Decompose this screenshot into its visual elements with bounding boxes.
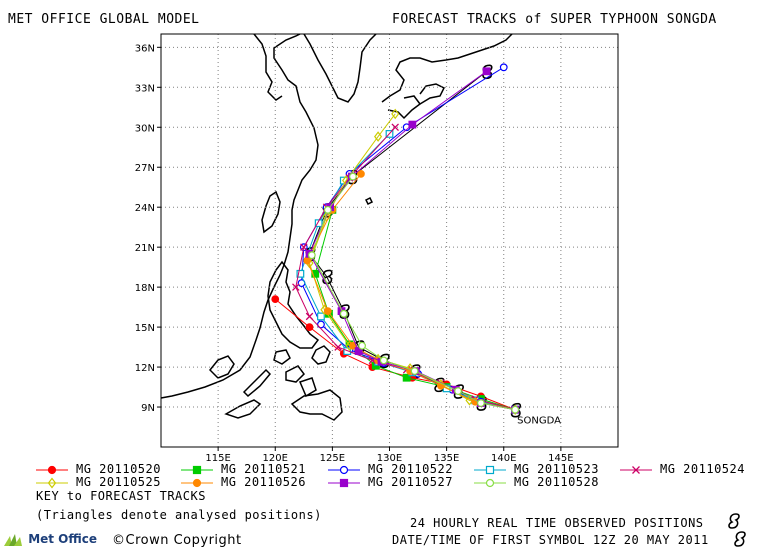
legend-swatch-marker: [47, 477, 57, 489]
forecast-position-marker: [477, 399, 485, 407]
forecast-position-marker: [292, 283, 300, 291]
forecast-position-marker: [482, 67, 491, 76]
forecast-position-marker: [349, 172, 357, 181]
legend-swatch-marker: [339, 465, 349, 475]
copyright: ©Crown Copyright: [112, 533, 242, 548]
forecast-position-marker: [391, 108, 400, 120]
typhoon-symbol-icon: [728, 513, 740, 529]
forecast-position-marker: [307, 251, 316, 260]
forecast-position-marker: [465, 395, 474, 406]
forecast-track: [307, 172, 520, 414]
forecast-position-marker: [408, 120, 417, 129]
forecast-track-line: [301, 66, 516, 411]
legend-entry: MG 20110527: [368, 475, 453, 489]
forecast-position-marker: [323, 307, 332, 316]
forecast-tracks: [271, 63, 520, 415]
first-symbol-note: DATE/TIME OF FIRST SYMBOL 12Z 20 MAY 201…: [392, 533, 709, 547]
forecast-position-marker: [314, 219, 323, 228]
forecast-position-marker: [354, 347, 363, 355]
lat-tick-label: 27N: [135, 163, 155, 174]
lat-tick-label: 30N: [135, 123, 155, 134]
lon-tick-label: 125E: [320, 453, 345, 464]
typhoon-symbol-icon: [734, 531, 746, 547]
coastline: [160, 33, 513, 421]
forecast-position-marker: [374, 131, 383, 142]
legend-swatch-marker: [47, 465, 57, 475]
forecast-position-marker: [305, 312, 314, 321]
met-office-logo: Met Office: [4, 532, 97, 547]
lat-tick-label: 12N: [135, 363, 155, 374]
chart-title-right: FORECAST TRACKS of SUPER TYPHOON SONGDA: [392, 12, 717, 27]
lat-tick-label: 9N: [141, 403, 155, 414]
forecast-position-marker: [334, 343, 342, 351]
legend-swatch-marker: [192, 465, 202, 475]
forecast-position-marker: [358, 341, 366, 350]
lat-tick-label: 18N: [135, 283, 155, 294]
key-label: KEY to FORECAST TRACKS: [36, 489, 206, 503]
triangle-note: (Triangles denote analysed positions): [36, 508, 322, 522]
forecast-position-marker: [311, 269, 320, 278]
legend-entry: MG 20110523: [514, 462, 599, 476]
lon-tick-label: 120E: [263, 453, 288, 464]
forecast-position-marker: [410, 367, 419, 375]
legend-swatch-marker: [485, 478, 495, 488]
legend-swatch-marker: [632, 466, 640, 474]
graticule: [161, 34, 618, 447]
forecast-track-line: [308, 113, 516, 411]
legend-swatch-marker: [339, 478, 349, 488]
legend-entry: MG 20110521: [221, 462, 306, 476]
lat-tick-label: 21N: [135, 243, 155, 254]
legend-swatches: [36, 465, 652, 489]
lon-tick-label: 130E: [377, 453, 402, 464]
axis-labels: 9N 12N 15N 18N 21N 24N 27N 30N 33N 36N 115E 120E 125…: [135, 43, 574, 464]
met-office-logo-text: Met Office: [28, 532, 98, 546]
observed-track: [305, 64, 522, 418]
forecast-position-marker: [499, 63, 508, 72]
legend-entry: MG 20110525: [76, 475, 161, 489]
forecast-position-marker: [357, 169, 365, 178]
forecast-track: [305, 67, 520, 414]
met-office-logo-icon: [4, 533, 22, 546]
legend-entry: MG 20110522: [368, 462, 453, 476]
forecast-position-marker: [300, 243, 308, 251]
forecast-position-marker: [454, 387, 462, 395]
legend-entry: MG 20110526: [221, 475, 306, 489]
lat-tick-label: 36N: [135, 43, 155, 54]
observed-position-symbol: [322, 269, 333, 285]
forecast-track: [297, 63, 520, 414]
lat-tick-label: 24N: [135, 203, 155, 214]
forecast-position-marker: [317, 312, 325, 321]
chart-title-left: MET OFFICE GLOBAL MODEL: [8, 12, 200, 27]
lat-tick-label: 15N: [135, 323, 155, 334]
legend-swatch-marker: [192, 478, 202, 488]
observed-note: 24 HOURLY REAL TIME OBSERVED POSITIONS: [410, 516, 704, 530]
storm-label: SONGDA: [517, 416, 561, 427]
forecast-position-marker: [323, 205, 332, 214]
forecast-position-marker: [511, 405, 520, 414]
forecast-position-marker: [296, 269, 305, 278]
lon-tick-label: 135E: [434, 453, 459, 464]
forecast-position-marker: [402, 373, 411, 382]
lat-tick-label: 33N: [135, 83, 155, 94]
forecast-position-marker: [271, 295, 280, 304]
legend-entry: MG 20110520: [76, 462, 161, 476]
forecast-position-marker: [339, 309, 348, 318]
lon-tick-label: 140E: [491, 453, 516, 464]
forecast-track-line: [311, 176, 516, 411]
lon-tick-label: 145E: [548, 453, 573, 464]
legend-entry: MG 20110528: [514, 475, 599, 489]
forecast-position-marker: [379, 356, 388, 365]
forecast-position-marker: [391, 123, 399, 132]
legend-swatch-marker: [485, 465, 495, 475]
lon-tick-label: 115E: [205, 453, 230, 464]
forecast-position-marker: [305, 323, 314, 331]
map-frame: [160, 33, 619, 448]
legend-entry: MG 20110524: [660, 462, 745, 476]
